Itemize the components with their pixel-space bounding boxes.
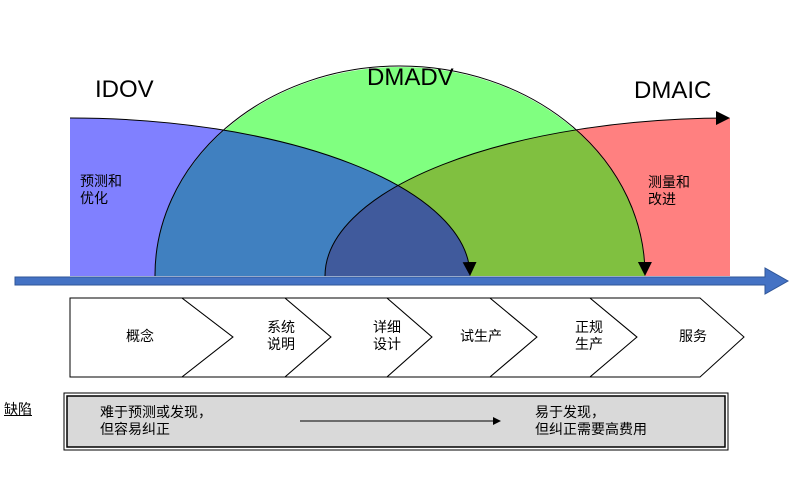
stage-label-detail-design: 详细 设计 — [373, 320, 401, 353]
stage-label-production: 正规 生产 — [575, 320, 603, 353]
defects-late-text: 易于发现， 但纠正需要高费用 — [535, 405, 647, 438]
stage-label-system-spec: 系统 说明 — [267, 320, 295, 353]
dmaic-title: DMAIC — [634, 77, 712, 104]
dmaic-arc-arrow — [324, 111, 730, 277]
stage-label-service: 服务 — [679, 329, 707, 345]
idov-title: IDOV — [95, 76, 154, 103]
defects-label: 缺陷 — [4, 402, 32, 418]
defects-early-text: 难于预测或发现， 但容易纠正 — [100, 405, 212, 438]
stage-chevron — [588, 297, 745, 378]
dmadv-arc-arrow — [154, 65, 652, 277]
dmadv-title: DMADV — [367, 64, 454, 91]
stage-chevrons — [69, 297, 745, 378]
predict-optimize-label: 预测和 优化 — [80, 174, 122, 207]
timeline-arrow — [14, 267, 790, 295]
stage-label-concept: 概念 — [126, 329, 154, 345]
stage-label-pilot: 试生产 — [460, 329, 502, 345]
idov-arc-arrow — [69, 117, 477, 276]
measure-improve-label: 测量和 改进 — [648, 175, 690, 208]
